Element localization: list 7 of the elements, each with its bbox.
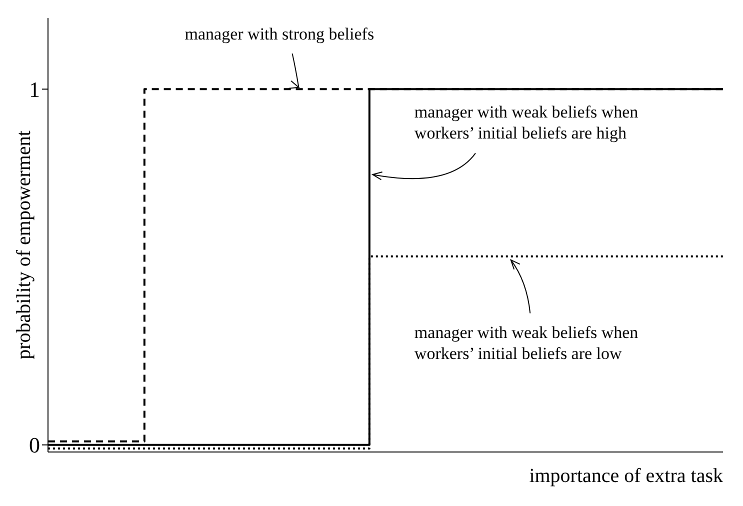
y-tick-label: 1 [29, 76, 40, 102]
text: manager with weak beliefs when workers’ initial beliefs are low [414, 323, 639, 364]
x-axis-title: importance of extra task [529, 465, 723, 487]
y-axis-title: probability of empowerment [13, 130, 35, 360]
series-label: manager with weak beliefs when workers’ initial beliefs are high [414, 102, 639, 143]
y-tick-label: 0 [29, 432, 40, 458]
text: manager with strong beliefs [184, 24, 374, 44]
